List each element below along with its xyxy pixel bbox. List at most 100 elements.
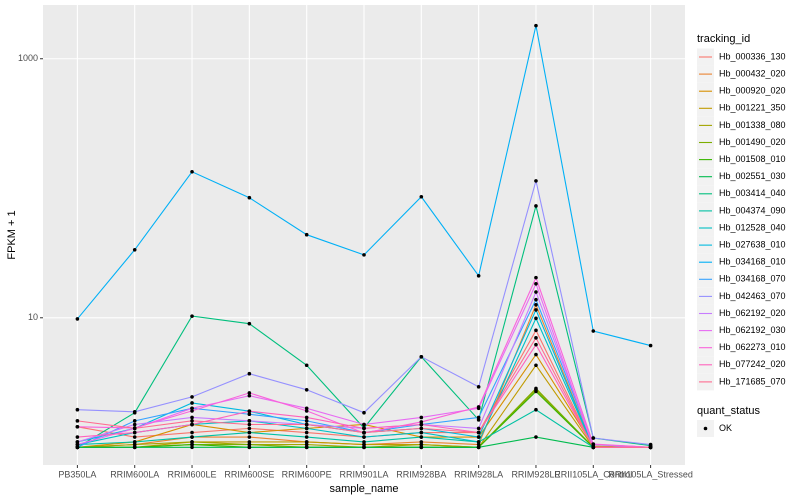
data-point (132, 430, 137, 435)
data-point (190, 401, 194, 405)
legend-label: Hb_027638_010 (719, 239, 786, 249)
data-point (247, 440, 252, 444)
data-point (419, 420, 424, 424)
legend-label: Hb_004374_090 (719, 205, 786, 215)
data-point (648, 442, 653, 447)
data-point (132, 409, 137, 414)
data-point (190, 419, 194, 423)
data-point (648, 445, 653, 450)
data-point (132, 419, 137, 423)
legend-label: Hb_000920_020 (719, 86, 786, 96)
data-point (591, 329, 596, 333)
data-point (591, 442, 596, 446)
data-point (132, 445, 137, 450)
data-point (362, 440, 366, 444)
x-tick-label: RRIM600LA (110, 469, 159, 479)
data-point (362, 253, 366, 257)
data-point (132, 422, 137, 427)
data-point (419, 430, 424, 435)
data-point (190, 430, 194, 435)
data-point (304, 409, 309, 413)
data-point (247, 445, 252, 450)
data-point (419, 426, 424, 431)
data-point (247, 391, 252, 395)
data-point (476, 435, 481, 439)
data-point (362, 442, 366, 447)
legend-label: Hb_034168_010 (719, 257, 786, 267)
x-axis-title: sample_name (329, 483, 398, 495)
data-point (534, 435, 538, 439)
data-point (190, 435, 194, 439)
data-point (362, 422, 366, 427)
data-point (419, 440, 424, 444)
data-point (304, 387, 309, 392)
data-point (362, 435, 366, 439)
data-point (534, 316, 538, 321)
data-point (476, 440, 481, 444)
y-axis-title: FPKM + 1 (6, 210, 18, 259)
data-point (75, 442, 80, 447)
data-point (132, 440, 137, 444)
data-point (534, 23, 538, 28)
data-point (419, 194, 424, 199)
legend-label: Hb_062192_020 (719, 308, 786, 318)
data-point (304, 430, 309, 435)
data-point (534, 407, 538, 412)
y-tick-label: 1000 (18, 53, 38, 63)
data-point (247, 195, 252, 200)
legend-title: quant_status (697, 405, 760, 417)
data-point (534, 389, 538, 394)
data-point (534, 308, 538, 312)
legend-label: Hb_000432_020 (719, 68, 786, 78)
data-point (534, 297, 538, 302)
data-point (190, 422, 194, 427)
data-point (362, 410, 366, 415)
data-point (476, 405, 481, 409)
data-point (304, 426, 309, 431)
x-tick-label: RRIM600PE (282, 469, 332, 479)
data-point (419, 354, 424, 359)
x-tick-label: RRIM928LA (454, 469, 503, 479)
legend-label: Hb_042463_070 (719, 291, 786, 301)
y-tick-label: 10 (28, 312, 38, 322)
data-point (534, 386, 538, 391)
data-point (190, 170, 194, 174)
data-point (419, 435, 424, 439)
data-point (362, 430, 366, 435)
data-point (304, 435, 309, 439)
data-point (247, 426, 252, 431)
data-point (190, 442, 194, 447)
data-point (190, 314, 194, 318)
data-point (75, 435, 80, 439)
data-point (190, 409, 194, 413)
legend-label: Hb_002551_030 (719, 171, 786, 181)
x-tick-label: RRII105LA_Control (554, 469, 632, 479)
x-tick-label: RRIM928BA (396, 469, 446, 479)
data-point (304, 406, 309, 411)
data-point (476, 445, 481, 450)
x-tick-label: RRIM901LA (339, 469, 388, 479)
data-point (132, 247, 137, 252)
data-point (132, 435, 137, 439)
data-point (304, 232, 309, 237)
data-point (247, 371, 252, 376)
data-point (304, 422, 309, 427)
legend-label: Hb_077242_020 (719, 359, 786, 369)
data-point (75, 424, 80, 429)
data-point (534, 363, 538, 368)
data-point (247, 442, 252, 447)
data-point (534, 290, 538, 294)
data-point (247, 419, 252, 423)
x-tick-label: RRIM600LE (168, 469, 217, 479)
data-point (648, 343, 653, 348)
data-point (75, 445, 80, 450)
x-tick-label: RRII105LA_Stressed (608, 469, 693, 479)
data-point (534, 352, 538, 357)
data-point (534, 281, 538, 286)
data-point (304, 442, 309, 447)
data-point (190, 440, 194, 444)
data-point (476, 385, 481, 389)
x-tick-label: PB350LA (58, 469, 96, 479)
data-point (190, 445, 194, 450)
